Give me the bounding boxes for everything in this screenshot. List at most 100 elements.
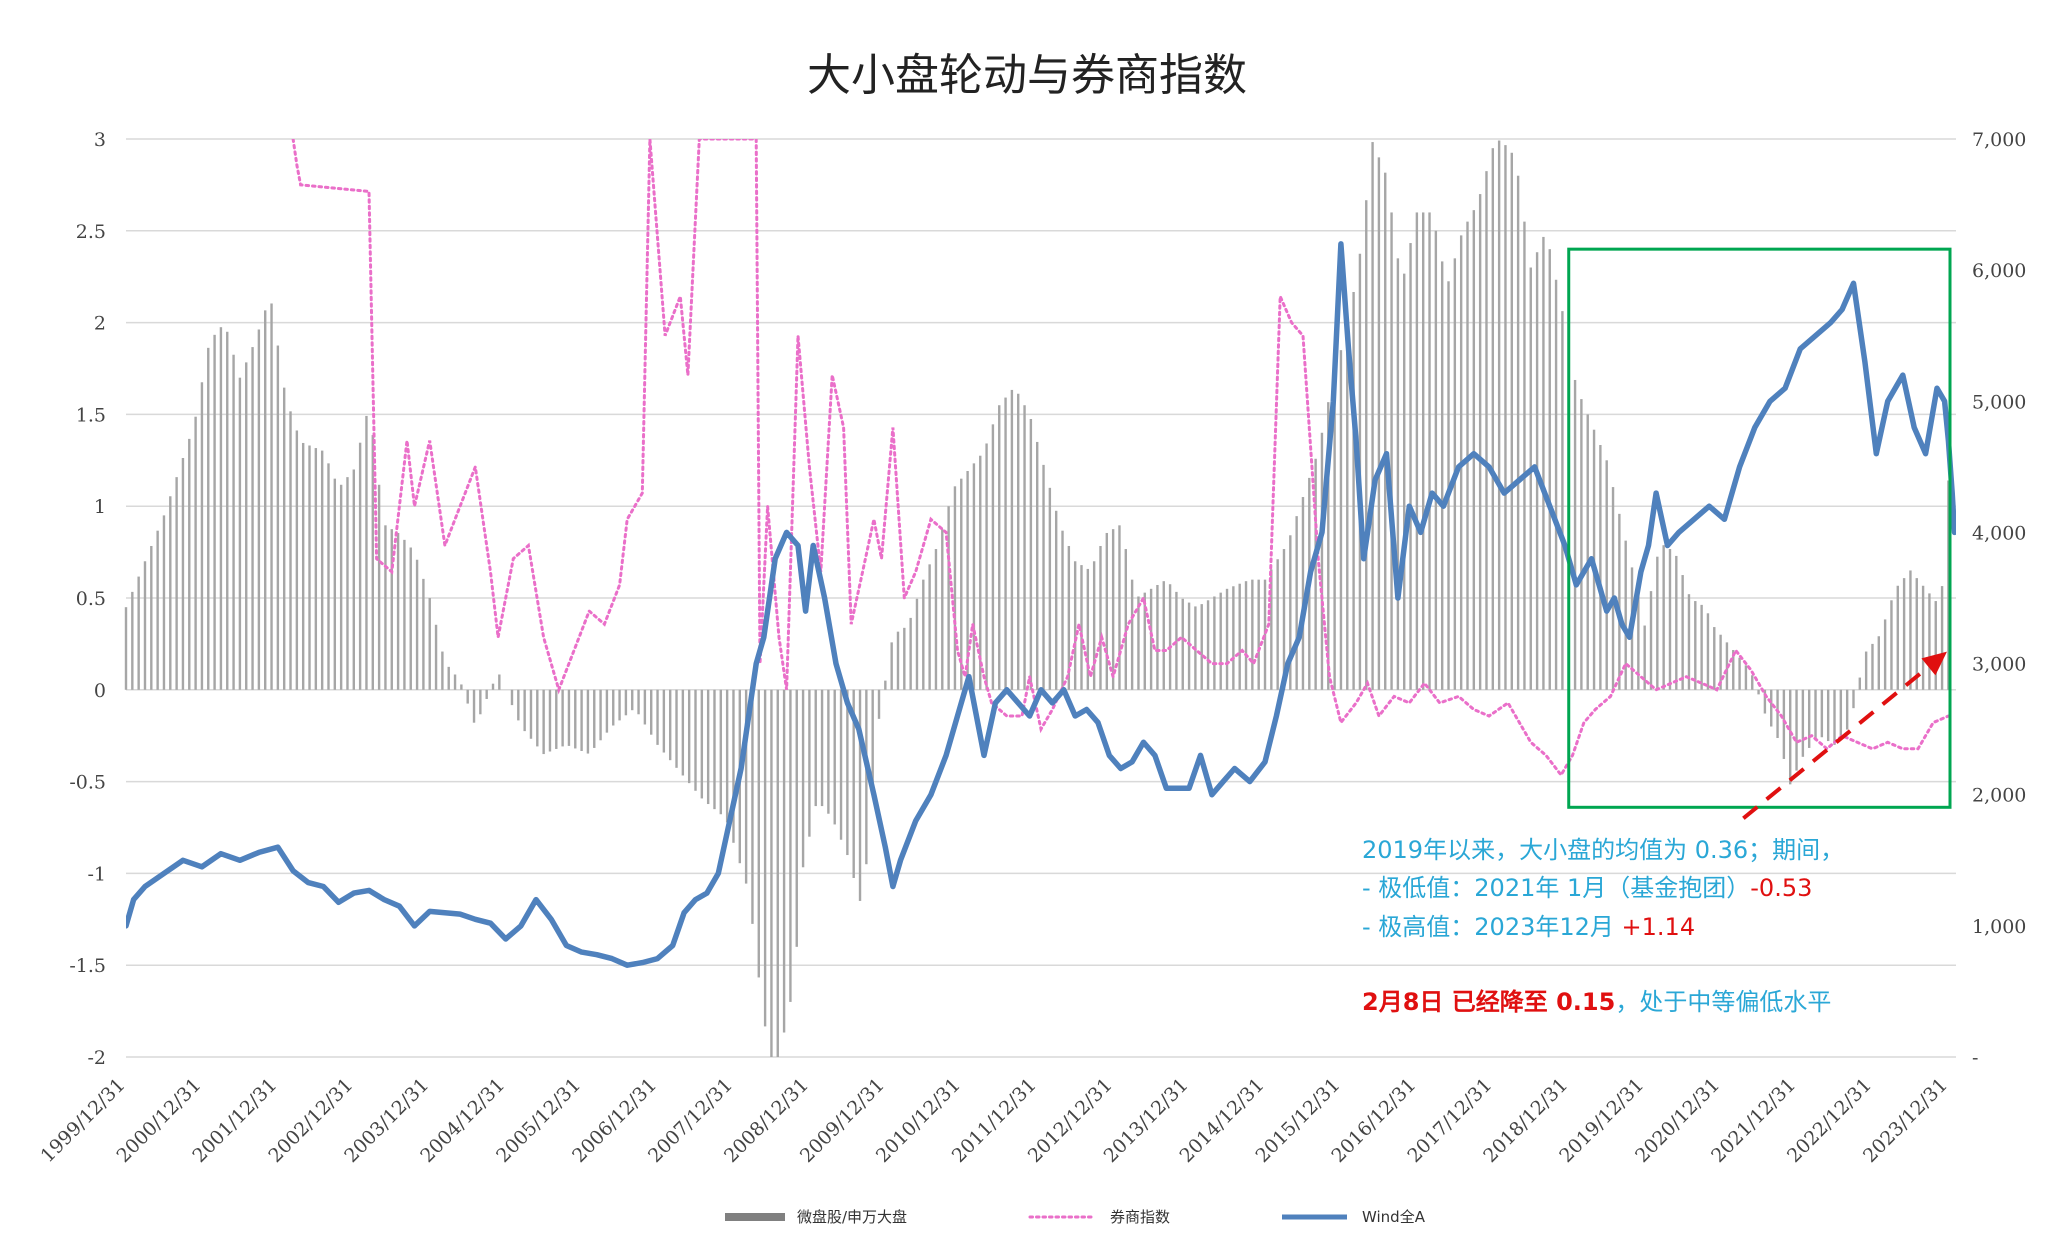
bar (1086, 568, 1090, 690)
left-tick-label: 0 (94, 680, 106, 702)
bar (1092, 561, 1096, 690)
annotation-line: 2019年以来，大小盘的均值为 0.36；期间， (1362, 836, 1844, 864)
bar (1548, 249, 1551, 690)
bar (498, 674, 501, 690)
bar (1611, 487, 1615, 690)
bar (668, 689, 672, 761)
bar (941, 529, 944, 690)
bar (301, 442, 305, 690)
bar (1257, 579, 1260, 690)
bar (1073, 561, 1077, 690)
bar (605, 689, 609, 733)
bar (1029, 418, 1033, 690)
annotation-segment: 2019年以来，大小盘的均值为 0.36；期间， (1362, 836, 1844, 864)
bar (1504, 145, 1507, 690)
bar (289, 411, 292, 690)
bar (320, 450, 324, 690)
bar (1738, 657, 1741, 690)
bar (1251, 579, 1254, 690)
bar (1902, 578, 1906, 690)
bar (770, 689, 773, 1057)
left-tick-label: 0.5 (76, 588, 106, 610)
bar (314, 448, 318, 690)
bar (245, 362, 248, 690)
bar (1118, 525, 1121, 690)
bar (523, 689, 526, 732)
bar (618, 689, 621, 721)
bar (1497, 140, 1501, 690)
bar (567, 689, 571, 746)
bar (390, 529, 393, 690)
bar (827, 689, 830, 814)
highlight-box (1567, 247, 1952, 809)
bar (1327, 402, 1330, 690)
bar (339, 484, 343, 690)
bar (1396, 258, 1400, 690)
bar (226, 331, 229, 690)
bar (434, 624, 438, 690)
bar (1782, 689, 1786, 759)
bar (637, 689, 640, 715)
bar (1890, 600, 1893, 690)
bar (333, 478, 337, 690)
bar (162, 515, 166, 690)
bar (1390, 212, 1393, 690)
bar (782, 689, 786, 1033)
bar (1339, 350, 1343, 690)
bar (1561, 311, 1564, 690)
bar (751, 689, 754, 924)
bar (1649, 591, 1653, 690)
bar (1478, 194, 1482, 690)
bar (1352, 292, 1355, 690)
bar (1586, 414, 1589, 690)
bar (1048, 487, 1052, 690)
bar (1156, 584, 1159, 690)
bar (1403, 273, 1406, 690)
bar (1770, 689, 1773, 727)
bar (352, 469, 356, 690)
bar (757, 689, 760, 978)
bar (1067, 545, 1071, 690)
bar (953, 486, 957, 690)
bar (1187, 602, 1191, 690)
bar (377, 484, 381, 690)
legend-swatch-bar (725, 1213, 785, 1221)
bar (485, 689, 488, 699)
annotation-segment: +1.14 (1622, 913, 1696, 941)
bar (833, 689, 836, 825)
bar (542, 689, 545, 755)
bar (947, 506, 950, 690)
bar (207, 347, 210, 690)
bar (1004, 397, 1007, 690)
left-tick-label: -2 (87, 1047, 106, 1069)
right-tick-label: 2,000 (1972, 785, 2026, 807)
legend-label: 券商指数 (1110, 1208, 1170, 1226)
bar (1852, 689, 1855, 709)
bar (1036, 441, 1039, 690)
bar (1105, 532, 1109, 690)
left-axis-ticks: -2 -1.5 -1 -0.5 0 0.5 1 1.5 2 2.5 3 (69, 129, 106, 1069)
annotation-line: - 极低值：2021年 1月（基金抱团）-0.53 (1362, 874, 1812, 902)
bar (1232, 586, 1235, 690)
bar (188, 438, 191, 690)
bar (1289, 535, 1292, 690)
bar (574, 689, 577, 749)
annotation-text-block: 2019年以来，大小盘的均值为 0.36；期间， - 极低值：2021年 1月（基… (1362, 836, 1844, 1016)
bar (744, 689, 748, 884)
bar-series-micro-large-ratio (124, 140, 1950, 1057)
bar (219, 327, 223, 690)
bar (1877, 636, 1881, 690)
bar (1124, 549, 1127, 690)
bar (1814, 689, 1817, 741)
bar (1700, 604, 1703, 690)
bar (1054, 510, 1058, 690)
bar (1333, 373, 1336, 690)
annotation-segment: 2月8日 已经降至 0.15 (1362, 988, 1615, 1016)
bar (1947, 480, 1950, 690)
bar (327, 463, 330, 690)
bar (1573, 379, 1577, 690)
bar (131, 591, 134, 690)
bar (1491, 148, 1495, 690)
bar (1143, 592, 1146, 690)
bar (175, 477, 178, 690)
